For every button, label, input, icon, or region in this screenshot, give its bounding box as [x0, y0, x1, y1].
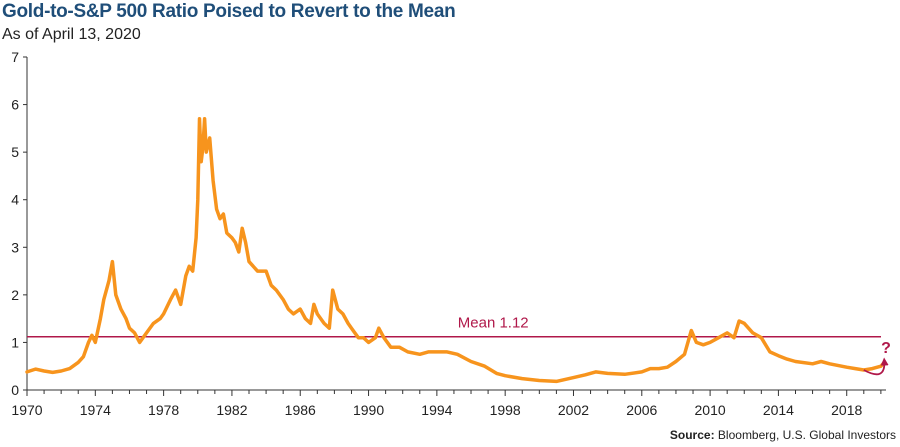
- mean-label: Mean 1.12: [458, 315, 529, 332]
- y-tick-label: 6: [11, 97, 19, 113]
- y-tick-label: 1: [11, 334, 19, 350]
- ratio-series-line: [25, 117, 887, 384]
- y-tick-label: 0: [11, 382, 19, 398]
- y-axis: 0 1 2 3 4 5 6 7: [11, 49, 28, 398]
- source-label: Source:: [669, 428, 715, 442]
- series-group: [25, 117, 887, 384]
- chart-subtitle: As of April 13, 2020: [2, 26, 141, 43]
- y-tick-label: 2: [11, 287, 19, 303]
- x-tick-label: 1978: [148, 402, 179, 418]
- x-tick-label: 1998: [490, 402, 521, 418]
- x-tick-label: 1982: [216, 402, 247, 418]
- reversion-arrow: [863, 357, 889, 376]
- x-tick-label: 2006: [626, 402, 657, 418]
- source-text: Bloomberg, U.S. Global Investors: [717, 428, 896, 442]
- x-tick-label: 1974: [80, 402, 111, 418]
- x-tick-label: 2002: [558, 402, 589, 418]
- y-tick-label: 4: [11, 192, 19, 208]
- x-tick-label: 1994: [421, 402, 452, 418]
- y-tick-label: 3: [11, 239, 19, 255]
- y-tick-label: 5: [11, 144, 19, 160]
- x-axis: 1970 1974 1978 1982 1986 1990 1994 1998 2002 2006…: [11, 389, 886, 418]
- x-tick-label: 2018: [831, 402, 862, 418]
- x-tick-label: 1986: [285, 402, 316, 418]
- x-tick-label: 2010: [695, 402, 726, 418]
- question-mark-annotation: ?: [881, 340, 891, 357]
- x-tick-label: 1990: [353, 402, 384, 418]
- y-tick-label: 7: [11, 49, 19, 65]
- x-tick-label: 1970: [11, 402, 42, 418]
- x-tick-label: 2014: [763, 402, 794, 418]
- annotation-group: ?: [863, 340, 891, 376]
- source-note: Source: Bloomberg, U.S. Global Investors: [670, 428, 896, 442]
- mean-group: Mean 1.12: [27, 315, 881, 338]
- chart-title: Gold-to-S&P 500 Ratio Poised to Revert t…: [2, 1, 456, 22]
